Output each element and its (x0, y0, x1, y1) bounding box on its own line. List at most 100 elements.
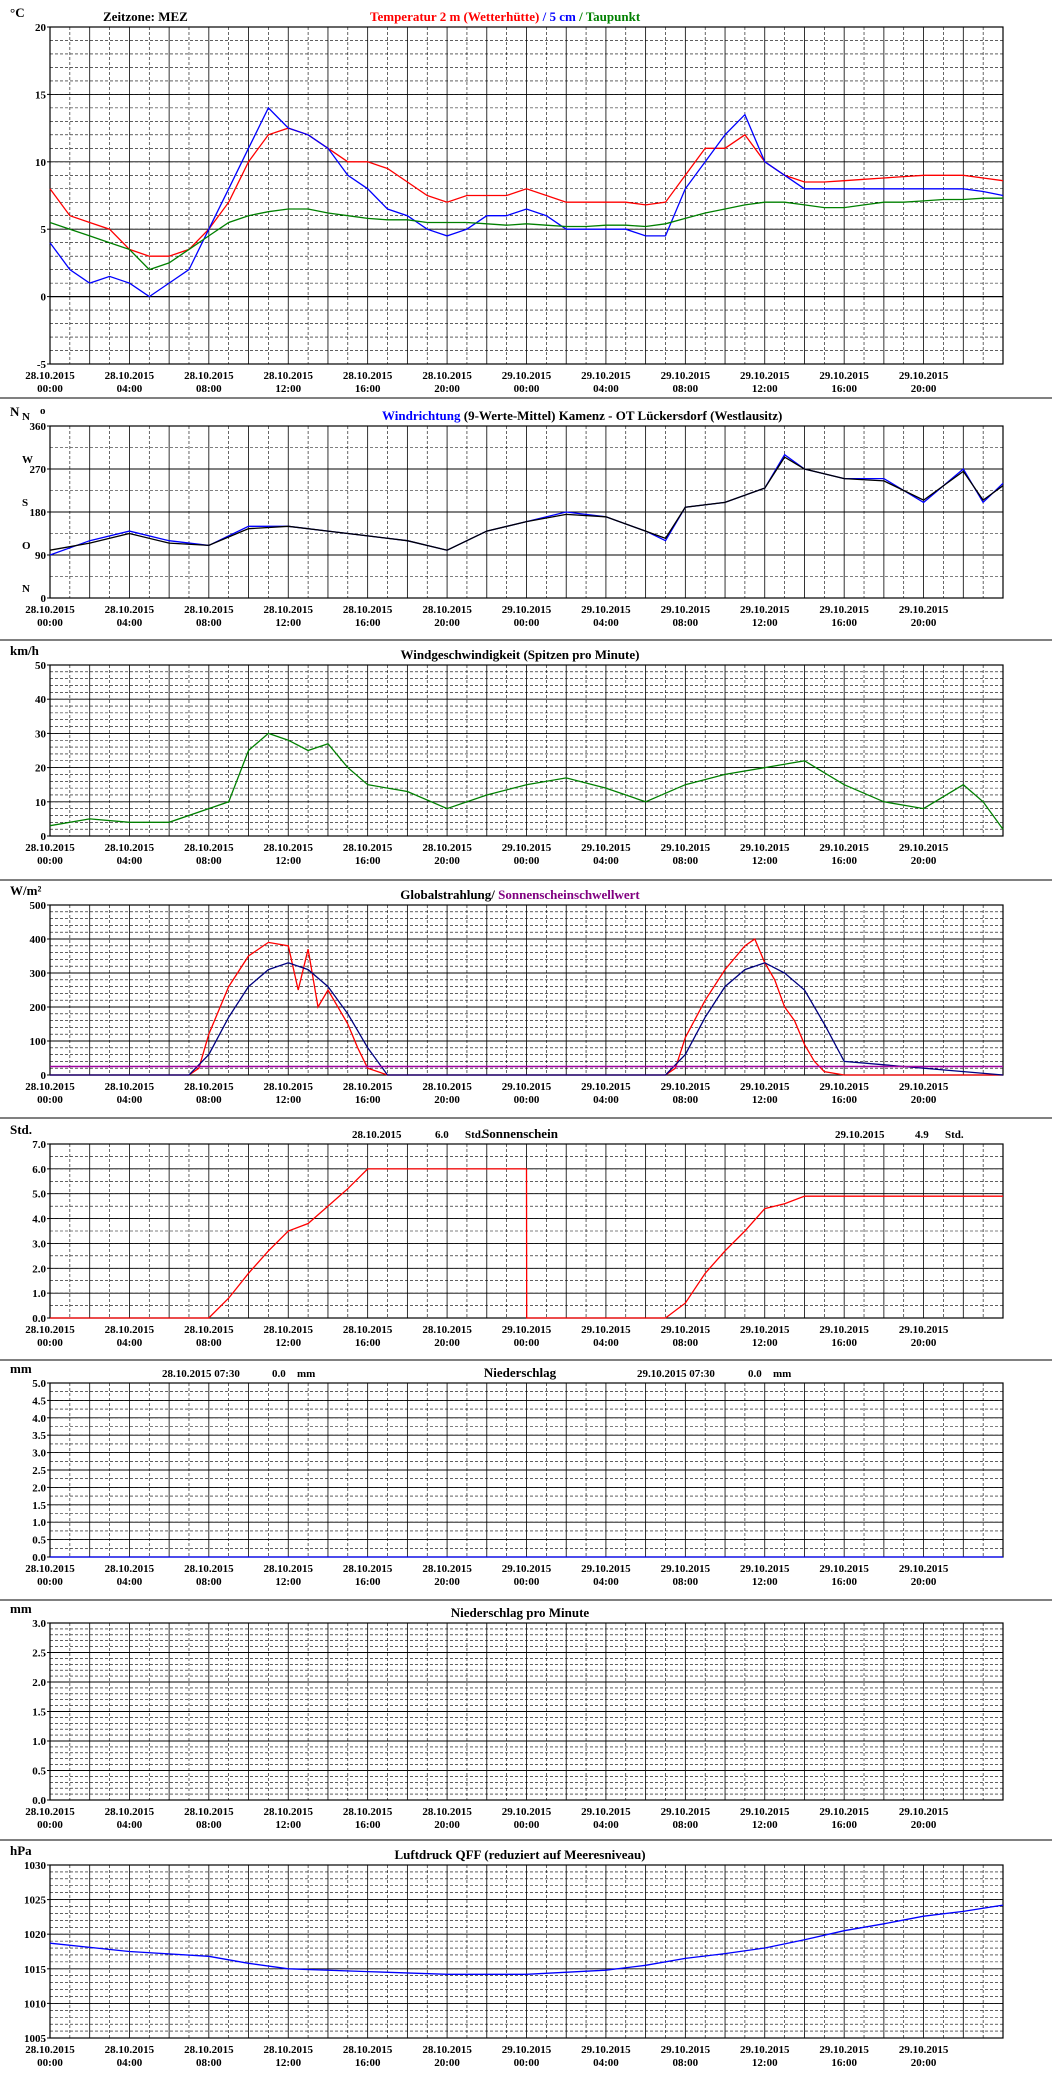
annotation-unit: Std. (465, 1129, 484, 1141)
chart-title: Windrichtung (9-Werte-Mittel) Kamenz - O… (382, 408, 782, 423)
x-tick-time: 12:00 (752, 1576, 778, 1588)
x-tick-time: 20:00 (434, 383, 460, 395)
x-tick-time: 16:00 (831, 617, 857, 629)
x-tick-date: 28.10.2015 (25, 2044, 75, 2056)
y-tick-label: 0 (41, 831, 47, 843)
unit-label: km/h (10, 643, 40, 658)
x-tick-date: 28.10.2015 (184, 1081, 234, 1093)
x-tick-time: 12:00 (752, 2057, 778, 2069)
x-tick-date: 29.10.2015 (661, 370, 711, 382)
y-tick-label: 3.0 (32, 1618, 46, 1630)
x-tick-time: 04:00 (593, 1337, 619, 1349)
x-tick-date: 29.10.2015 (899, 2044, 949, 2056)
x-tick-time: 16:00 (831, 1576, 857, 1588)
title-part: Temperatur 2 m (Wetterhütte) (370, 9, 539, 24)
x-tick-date: 29.10.2015 (740, 1806, 790, 1818)
title-part: Windgeschwindigkeit (Spitzen pro Minute) (401, 647, 640, 662)
x-tick-date: 29.10.2015 (661, 604, 711, 616)
x-tick-date: 29.10.2015 (661, 1324, 711, 1336)
x-tick-time: 20:00 (434, 1094, 460, 1106)
x-tick-date: 29.10.2015 (581, 1081, 631, 1093)
x-tick-time: 00:00 (514, 617, 540, 629)
y-tick-label: 0.0 (32, 1552, 46, 1564)
x-tick-date: 28.10.2015 (422, 370, 472, 382)
x-tick-date: 28.10.2015 (184, 2044, 234, 2056)
unit-label: N (10, 404, 20, 419)
chart-panel-3: 0 10 20 30 40 50 km/h Windgeschwindigkeit (Spit… (0, 643, 1052, 881)
compass-label: N (22, 411, 30, 423)
unit-label: mm (10, 1361, 32, 1376)
x-tick-time: 20:00 (434, 1337, 460, 1349)
y-tick-label: 100 (30, 1036, 47, 1048)
x-tick-time: 20:00 (911, 855, 937, 867)
x-tick-date: 29.10.2015 (819, 1324, 869, 1336)
x-tick-time: 08:00 (196, 1819, 222, 1831)
x-tick-date: 28.10.2015 (343, 1324, 393, 1336)
annotation-value: 0.0 (748, 1368, 762, 1380)
y-tick-label: 1030 (24, 1860, 47, 1872)
x-tick-date: 29.10.2015 (581, 842, 631, 854)
x-tick-date: 28.10.2015 (343, 1081, 393, 1093)
x-tick-date: 28.10.2015 (184, 1563, 234, 1575)
chart-title: Globalstrahlung/ Sonnenscheinschwellwert (400, 887, 640, 902)
x-tick-date: 28.10.2015 (422, 1081, 472, 1093)
x-tick-date: 29.10.2015 (740, 842, 790, 854)
compass-label: W (22, 454, 33, 466)
x-tick-time: 12:00 (275, 2057, 301, 2069)
x-tick-date: 28.10.2015 (25, 370, 75, 382)
y-tick-label: 1020 (24, 1929, 47, 1941)
x-tick-time: 08:00 (672, 1337, 698, 1349)
annotation-date: 28.10.2015 (352, 1129, 402, 1141)
chart-title: Luftdruck QFF (reduziert auf Meeresnivea… (394, 1847, 645, 1862)
x-tick-time: 08:00 (196, 617, 222, 629)
x-tick-time: 16:00 (831, 383, 857, 395)
y-tick-label: 270 (30, 464, 47, 476)
x-tick-date: 29.10.2015 (661, 1563, 711, 1575)
annotation-value: 4.9 (915, 1129, 929, 1141)
x-tick-date: 28.10.2015 (105, 1324, 155, 1336)
series-line-2 (49, 456, 1004, 551)
y-tick-label: 0.5 (32, 1535, 46, 1547)
title-part: Niederschlag (484, 1365, 557, 1380)
y-tick-label: 500 (30, 900, 47, 912)
chart-title: Niederschlag pro Minute (451, 1605, 590, 1620)
x-tick-date: 29.10.2015 (740, 604, 790, 616)
y-tick-label: 4.0 (32, 1413, 46, 1425)
y-tick-label: 1015 (24, 1964, 47, 1976)
x-tick-time: 20:00 (911, 1094, 937, 1106)
x-tick-time: 04:00 (593, 1819, 619, 1831)
x-tick-date: 29.10.2015 (502, 604, 552, 616)
x-tick-time: 12:00 (275, 383, 301, 395)
x-tick-time: 04:00 (593, 1576, 619, 1588)
x-tick-date: 28.10.2015 (105, 842, 155, 854)
x-tick-time: 04:00 (117, 383, 143, 395)
y-tick-label: 0 (41, 292, 47, 304)
x-tick-time: 00:00 (514, 1819, 540, 1831)
x-tick-date: 28.10.2015 (264, 370, 314, 382)
x-tick-time: 00:00 (514, 1337, 540, 1349)
x-tick-date: 29.10.2015 (581, 1563, 631, 1575)
x-tick-time: 04:00 (117, 1094, 143, 1106)
x-tick-date: 29.10.2015 (740, 370, 790, 382)
x-tick-time: 00:00 (514, 1094, 540, 1106)
y-tick-label: 3.0 (32, 1448, 46, 1460)
annotation-unit: mm (297, 1368, 315, 1380)
x-tick-time: 00:00 (37, 617, 63, 629)
x-tick-date: 28.10.2015 (343, 604, 393, 616)
x-tick-time: 12:00 (752, 1819, 778, 1831)
x-tick-time: 04:00 (593, 383, 619, 395)
title-part: Taupunkt (586, 9, 641, 24)
x-tick-date: 29.10.2015 (899, 1563, 949, 1575)
compass-label: O (22, 540, 31, 552)
plot-frame (49, 664, 1004, 837)
x-tick-date: 28.10.2015 (343, 1563, 393, 1575)
series-line-1 (50, 1168, 1003, 1319)
x-tick-time: 00:00 (37, 1337, 63, 1349)
x-tick-date: 29.10.2015 (899, 370, 949, 382)
x-tick-date: 28.10.2015 (25, 1563, 75, 1575)
x-tick-date: 29.10.2015 (819, 1563, 869, 1575)
unit-label: hPa (10, 1843, 32, 1858)
x-tick-date: 28.10.2015 (264, 842, 314, 854)
x-tick-date: 29.10.2015 (819, 1081, 869, 1093)
